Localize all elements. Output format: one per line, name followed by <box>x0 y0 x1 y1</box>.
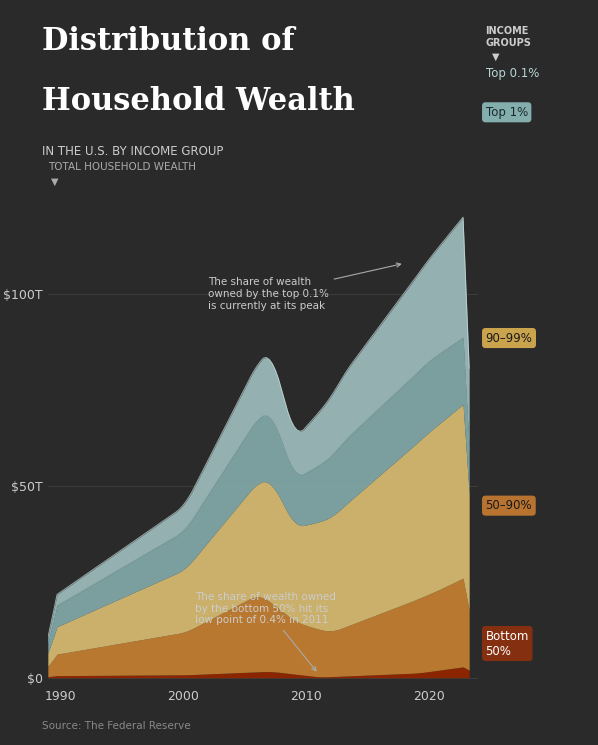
Text: Distribution of: Distribution of <box>42 26 294 57</box>
Text: IN THE U.S. BY INCOME GROUP: IN THE U.S. BY INCOME GROUP <box>42 145 223 158</box>
Text: TOTAL HOUSEHOLD WEALTH: TOTAL HOUSEHOLD WEALTH <box>48 162 196 172</box>
Text: The share of wealth
owned by the top 0.1%
is currently at its peak: The share of wealth owned by the top 0.1… <box>208 263 401 311</box>
Text: 90–99%: 90–99% <box>486 332 532 344</box>
Text: Top 1%: Top 1% <box>486 106 528 118</box>
Text: The share of wealth owned
by the bottom 50% hit its
low point of 0.4% in 2011: The share of wealth owned by the bottom … <box>196 592 336 670</box>
Text: Source: The Federal Reserve: Source: The Federal Reserve <box>42 720 191 731</box>
Text: Top 0.1%: Top 0.1% <box>486 67 539 80</box>
Text: ▼: ▼ <box>492 52 499 62</box>
Text: INCOME
GROUPS: INCOME GROUPS <box>486 26 532 48</box>
Text: 50–90%: 50–90% <box>486 499 532 512</box>
Text: ▼: ▼ <box>51 177 59 186</box>
Text: Bottom
50%: Bottom 50% <box>486 630 529 658</box>
Text: Household Wealth: Household Wealth <box>42 86 355 117</box>
